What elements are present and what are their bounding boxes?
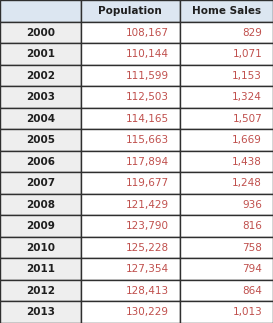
Bar <box>0 151 81 172</box>
Text: 119,677: 119,677 <box>126 178 169 188</box>
Bar <box>81 108 180 130</box>
Text: 2004: 2004 <box>26 114 55 124</box>
Bar <box>0 44 81 65</box>
Text: 2013: 2013 <box>26 307 55 317</box>
Text: 2007: 2007 <box>26 178 55 188</box>
Bar <box>0 237 81 258</box>
Bar <box>180 0 273 22</box>
Text: 1,324: 1,324 <box>232 92 262 102</box>
Bar <box>81 151 180 172</box>
Text: 111,599: 111,599 <box>126 71 169 81</box>
Bar <box>81 280 180 301</box>
Text: 1,013: 1,013 <box>232 307 262 317</box>
Bar <box>81 87 180 108</box>
Bar <box>180 194 273 215</box>
Bar <box>0 258 81 280</box>
Bar <box>0 301 81 323</box>
Bar <box>0 0 81 22</box>
Text: 816: 816 <box>242 221 262 231</box>
Text: 125,228: 125,228 <box>126 243 169 253</box>
Text: 2006: 2006 <box>26 157 55 167</box>
Bar <box>180 65 273 87</box>
Bar <box>0 108 81 130</box>
Text: 123,790: 123,790 <box>126 221 169 231</box>
Bar <box>0 22 81 44</box>
Text: 1,438: 1,438 <box>232 157 262 167</box>
Bar <box>0 280 81 301</box>
Text: 2010: 2010 <box>26 243 55 253</box>
Bar <box>180 87 273 108</box>
Text: 2009: 2009 <box>26 221 55 231</box>
Bar <box>81 258 180 280</box>
Text: 2000: 2000 <box>26 28 55 38</box>
Text: 2012: 2012 <box>26 286 55 296</box>
Bar <box>180 172 273 194</box>
Bar <box>81 65 180 87</box>
Bar <box>81 194 180 215</box>
Bar <box>81 215 180 237</box>
Bar <box>81 301 180 323</box>
Text: 758: 758 <box>242 243 262 253</box>
Bar <box>0 130 81 151</box>
Text: 794: 794 <box>242 264 262 274</box>
Text: 2002: 2002 <box>26 71 55 81</box>
Bar <box>180 280 273 301</box>
Text: 121,429: 121,429 <box>126 200 169 210</box>
Bar <box>180 108 273 130</box>
Bar <box>81 237 180 258</box>
Bar <box>180 130 273 151</box>
Bar <box>81 130 180 151</box>
Bar <box>0 194 81 215</box>
Text: 2008: 2008 <box>26 200 55 210</box>
Text: 2011: 2011 <box>26 264 55 274</box>
Text: 1,669: 1,669 <box>232 135 262 145</box>
Text: 2003: 2003 <box>26 92 55 102</box>
Text: 112,503: 112,503 <box>126 92 169 102</box>
Bar <box>81 0 180 22</box>
Text: 127,354: 127,354 <box>126 264 169 274</box>
Bar <box>0 87 81 108</box>
Bar <box>180 301 273 323</box>
Text: 829: 829 <box>242 28 262 38</box>
Bar <box>180 237 273 258</box>
Bar <box>180 22 273 44</box>
Bar <box>81 172 180 194</box>
Text: 108,167: 108,167 <box>126 28 169 38</box>
Bar <box>180 258 273 280</box>
Bar <box>0 172 81 194</box>
Text: Population: Population <box>99 6 162 16</box>
Text: 2001: 2001 <box>26 49 55 59</box>
Bar <box>180 44 273 65</box>
Text: 864: 864 <box>242 286 262 296</box>
Text: 1,507: 1,507 <box>232 114 262 124</box>
Bar <box>180 151 273 172</box>
Text: 114,165: 114,165 <box>126 114 169 124</box>
Bar <box>81 44 180 65</box>
Text: 936: 936 <box>242 200 262 210</box>
Text: 1,248: 1,248 <box>232 178 262 188</box>
Text: 110,144: 110,144 <box>126 49 169 59</box>
Bar <box>180 215 273 237</box>
Text: 115,663: 115,663 <box>126 135 169 145</box>
Text: 1,153: 1,153 <box>232 71 262 81</box>
Bar <box>0 215 81 237</box>
Text: 1,071: 1,071 <box>232 49 262 59</box>
Bar <box>81 22 180 44</box>
Text: Home Sales: Home Sales <box>192 6 261 16</box>
Bar <box>0 65 81 87</box>
Text: 2005: 2005 <box>26 135 55 145</box>
Text: 128,413: 128,413 <box>126 286 169 296</box>
Text: 130,229: 130,229 <box>126 307 169 317</box>
Text: 117,894: 117,894 <box>126 157 169 167</box>
